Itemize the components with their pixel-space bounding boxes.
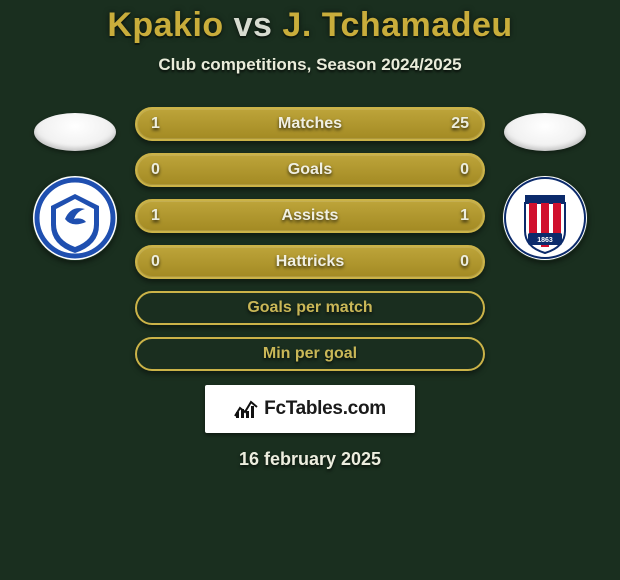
stat-label: Goals [137,161,483,179]
stat-left-value: 1 [151,207,160,225]
brand-badge[interactable]: FcTables.com [205,385,415,433]
svg-text:1863: 1863 [537,237,553,244]
right-player-column: 1863 [485,107,605,261]
date: 16 february 2025 [0,449,620,470]
title-right: J. Tchamadeu [282,6,512,44]
shield-icon: 1863 [502,175,588,261]
stat-left-value: 0 [151,161,160,179]
brand-text: FcTables.com [264,398,386,420]
comparison-card: Kpakio vs J. Tchamadeu Club competitions… [0,0,620,580]
left-club-badge [32,175,118,261]
page-title: Kpakio vs J. Tchamadeu [0,6,620,45]
right-player-photo [504,113,586,151]
stat-left-value: 1 [151,115,160,133]
stat-row: Min per goal [135,337,485,371]
stat-rows: Matches125Goals00Assists11Hattricks00Goa… [135,107,485,371]
stat-row: Matches1 25 [135,107,485,141]
stat-label: Min per goal [137,345,483,363]
title-vs: vs [234,6,273,44]
stat-label: Matches [137,115,483,133]
left-player-column [15,107,135,261]
stat-row: Goals per match [135,291,485,325]
shield-icon [32,175,118,261]
stat-right-value: 0 [460,161,469,179]
stat-row: Hattricks0 0 [135,245,485,279]
stat-label: Hattricks [137,253,483,271]
left-player-photo [34,113,116,151]
subtitle: Club competitions, Season 2024/2025 [0,55,620,75]
stat-right-value: 0 [460,253,469,271]
stat-right-value: 1 [460,207,469,225]
right-club-badge: 1863 [502,175,588,261]
chart-icon [234,398,258,420]
title-left: Kpakio [107,6,223,44]
stat-label: Goals per match [137,299,483,317]
stat-left-value: 0 [151,253,160,271]
stat-right-value: 25 [451,115,469,133]
stat-label: Assists [137,207,483,225]
stat-row: Assists1 1 [135,199,485,233]
stat-row: Goals0 0 [135,153,485,187]
comparison-grid: Matches125Goals00Assists11Hattricks00Goa… [0,107,620,371]
